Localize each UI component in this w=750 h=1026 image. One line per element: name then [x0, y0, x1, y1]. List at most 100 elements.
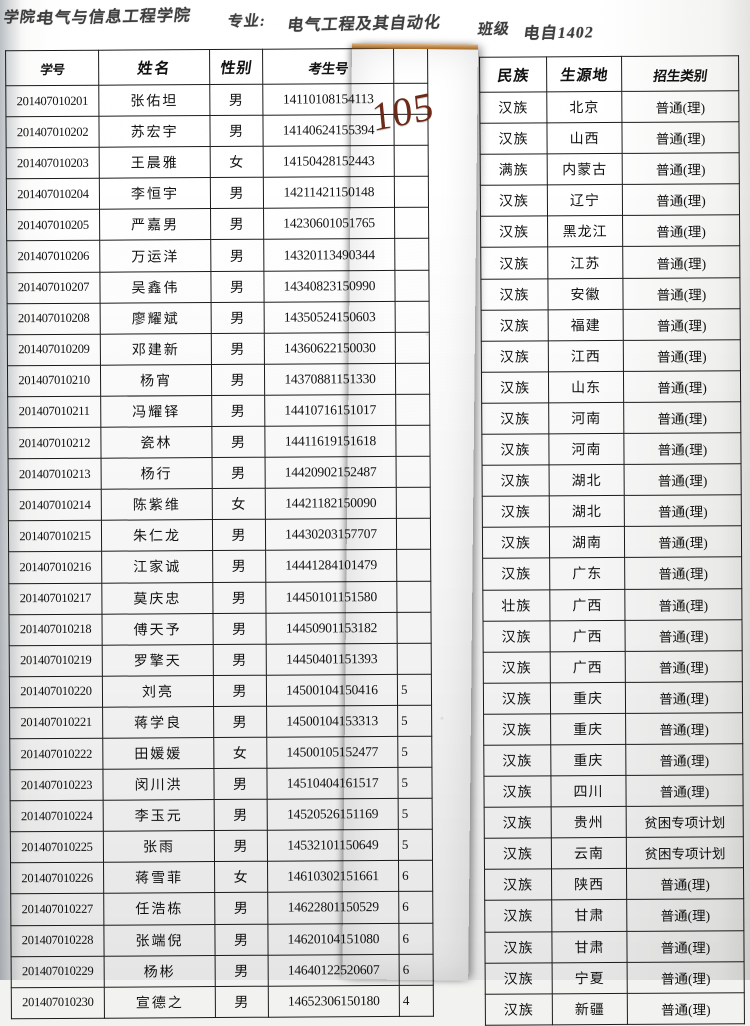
- cell-student-id: 201407010223: [9, 769, 104, 801]
- cell-ethnicity: 汉族: [484, 869, 552, 901]
- cell-student-name: 任浩栋: [103, 892, 215, 925]
- cell-student-name: 刘亮: [102, 675, 214, 708]
- cell-ethnicity: 汉族: [482, 527, 550, 559]
- cell-origin: 重庆: [550, 744, 626, 776]
- cell-student-gender: 男: [210, 239, 264, 272]
- cell-student-id: 201407010214: [8, 489, 102, 522]
- cell-origin: 广西: [549, 588, 625, 621]
- cell-student-name: 瓷林: [100, 426, 213, 459]
- table-row: 汉族 云南 贫困专项计划: [484, 836, 744, 870]
- cell-ethnicity: 汉族: [482, 620, 551, 652]
- roster-table-right: 民族 生源地 招生类别 汉族 北京 普通(理) 汉族 山西 普通(理) 满族 内蒙古 普通(理)…: [477, 55, 745, 1026]
- cell-student-name: 李玉元: [103, 799, 215, 832]
- cell-origin: 云南: [551, 837, 627, 870]
- cell-student-id: 201407010201: [5, 85, 99, 117]
- cell-admission-type: 普通(理): [626, 899, 744, 931]
- cell-student-name: 闵川洪: [102, 768, 215, 801]
- cell-student-name: 吴鑫伟: [99, 271, 212, 303]
- cell-student-name: 万运洋: [99, 240, 211, 272]
- table-row: 汉族 山东 普通(理): [481, 370, 741, 404]
- cell-student-gender: 女: [210, 146, 264, 178]
- cell-student-id: 201407010221: [9, 707, 103, 739]
- cell-ethnicity: 汉族: [480, 185, 548, 217]
- column-header-student-id: 学号: [3, 50, 102, 86]
- cell-student-name: 江家诚: [101, 550, 213, 583]
- cell-student-name: 张端倪: [103, 924, 216, 956]
- table-row: 汉族 新疆 普通(理): [485, 992, 745, 1026]
- table-row: 壮族 广西 普通(理): [482, 588, 742, 621]
- table-row: 汉族 安徽 普通(理): [480, 277, 741, 310]
- cell-admission-type: 普通(理): [625, 712, 743, 745]
- cell-student-id: 201407010203: [6, 147, 100, 180]
- column-header-ethnicity: 民族: [477, 56, 550, 93]
- cell-origin: 河南: [548, 433, 625, 466]
- cell-origin: 重庆: [550, 713, 626, 745]
- cell-admission-type: 普通(理): [623, 370, 741, 403]
- cell-admission-type: 普通(理): [622, 152, 740, 185]
- cell-student-gender: 男: [209, 115, 264, 147]
- table-row: 汉族 山西 普通(理): [479, 121, 740, 155]
- cell-admission-type: 普通(理): [623, 432, 742, 465]
- cell-admission-type: 普通(理): [626, 930, 745, 963]
- cell-ethnicity: 汉族: [481, 340, 549, 373]
- class-label: 班级: [476, 21, 511, 39]
- cell-ethnicity: 汉族: [483, 713, 551, 746]
- college-value: 电气与信息工程学院: [36, 7, 193, 28]
- table-row: 汉族 湖北 普通(理): [482, 494, 742, 528]
- cell-ethnicity: 汉族: [484, 807, 552, 839]
- cell-student-id: 201407010208: [7, 302, 101, 335]
- cell-ethnicity: 汉族: [479, 91, 547, 124]
- cell-student-id: 201407010212: [7, 427, 102, 459]
- cell-admission-type: 贫困专项计划: [626, 805, 744, 838]
- cell-student-id: 201407010226: [10, 862, 104, 895]
- cell-student-gender: 男: [209, 84, 263, 116]
- cell-origin: 内蒙古: [547, 153, 623, 186]
- table-row: 201407010230 宣德之男 14652306150180 4: [11, 984, 434, 1019]
- class-value: 电自1402: [522, 24, 595, 43]
- cell-ethnicity: 汉族: [481, 402, 549, 435]
- cell-admission-type: 贫困专项计划: [626, 836, 744, 869]
- cell-ethnicity: 汉族: [481, 371, 549, 404]
- cell-origin: 安徽: [547, 277, 624, 310]
- cell-origin: 福建: [548, 309, 624, 341]
- table-row: 汉族 重庆 普通(理): [483, 712, 743, 746]
- cell-student-gender: 男: [211, 426, 266, 458]
- cell-student-gender: 男: [212, 550, 266, 583]
- cell-origin: 江西: [548, 340, 624, 372]
- cell-student-gender: 男: [214, 923, 269, 956]
- cell-origin: 湖北: [549, 464, 625, 497]
- cell-ethnicity: 汉族: [485, 962, 553, 995]
- cell-admission-type: 普通(理): [623, 339, 741, 372]
- cell-origin: 贵州: [551, 806, 627, 839]
- table-row: 汉族 四川 普通(理): [483, 774, 744, 808]
- cardboard-strip-overlay: 105: [342, 43, 478, 981]
- cell-ethnicity: 壮族: [482, 589, 550, 621]
- cell-student-id: 201407010227: [10, 893, 104, 926]
- table-row: 汉族 湖南 普通(理): [482, 526, 742, 559]
- cell-student-id: 201407010225: [10, 831, 104, 864]
- cell-origin: 四川: [550, 775, 627, 808]
- cell-student-id: 201407010217: [8, 582, 102, 615]
- cell-student-name: 蒋雪菲: [103, 861, 215, 894]
- cell-student-gender: 男: [211, 332, 265, 365]
- cell-student-name: 莫庆忠: [101, 582, 213, 614]
- cell-admission-type: 普通(理): [621, 90, 739, 123]
- cell-ethnicity: 汉族: [485, 993, 553, 1026]
- cell-admission-type: 普通(理): [623, 308, 741, 341]
- cell-student-id: 201407010206: [6, 240, 100, 273]
- cell-student-gender: 男: [212, 519, 266, 551]
- cell-origin: 河南: [548, 402, 624, 434]
- major-value: 电气工程及其自动化: [286, 14, 443, 35]
- table-row: 汉族 广东 普通(理): [482, 557, 742, 590]
- cell-student-name: 田媛媛: [102, 737, 214, 770]
- table-row: 汉族 贵州 贫困专项计划: [484, 805, 744, 839]
- cell-ethnicity: 汉族: [483, 775, 552, 808]
- table-row: 汉族 江西 普通(理): [481, 339, 741, 373]
- cell-score-partial: 4: [399, 984, 434, 1017]
- cell-ethnicity: 汉族: [482, 465, 550, 497]
- cell-admission-type: 普通(理): [622, 183, 740, 216]
- cell-student-id: 201407010215: [8, 520, 102, 553]
- cell-admission-type: 普通(理): [624, 619, 743, 652]
- table-row: 满族 内蒙古 普通(理): [480, 152, 740, 186]
